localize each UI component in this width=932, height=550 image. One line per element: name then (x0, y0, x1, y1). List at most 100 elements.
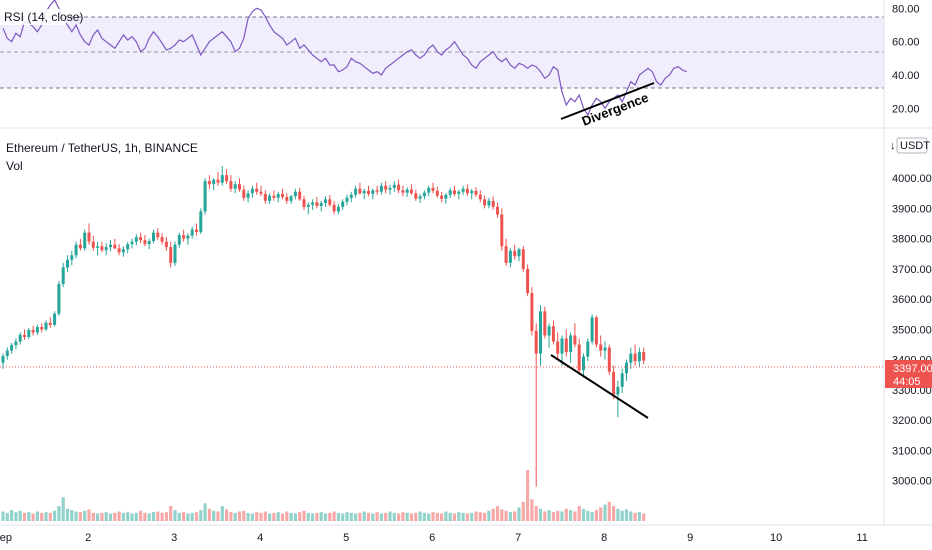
candle-body (203, 181, 207, 212)
candle-body (379, 185, 383, 192)
rsi-tick-label: 60.00 (892, 37, 920, 49)
candle-body (96, 246, 100, 248)
volume-bar (229, 512, 233, 521)
candle-body (599, 344, 603, 351)
time-tick-label: 2 (85, 532, 91, 544)
volume-bar (491, 508, 495, 521)
volume-bar (220, 506, 224, 521)
candle-body (324, 199, 327, 203)
volume-bar (465, 513, 469, 521)
candle-body (328, 199, 332, 205)
candle-body (448, 190, 452, 195)
candle-body (268, 195, 272, 201)
candle-body (453, 190, 456, 194)
volume-bar (422, 512, 426, 521)
candle-body (83, 232, 87, 249)
volume-bar (409, 513, 414, 521)
volume-bar (104, 512, 108, 521)
candle-body (134, 237, 138, 242)
volume-bar (629, 511, 633, 521)
candle-body (629, 353, 633, 363)
volume-bar (255, 512, 259, 521)
candle-body (35, 326, 39, 333)
candle-body (577, 344, 581, 371)
volume-bar (448, 512, 452, 521)
candle-body (40, 326, 44, 330)
volume-bar (259, 512, 263, 521)
volume-bar (332, 511, 336, 521)
candle-body (5, 350, 9, 357)
volume-bar (65, 508, 70, 521)
volume-bar (100, 512, 104, 521)
volume-bar (388, 511, 392, 521)
candle-body (521, 249, 525, 269)
candle-body (66, 259, 69, 268)
candle-body (246, 193, 250, 198)
candle-body (1, 356, 5, 363)
candle-body (435, 190, 439, 196)
candle-body (139, 237, 143, 241)
candle-body (160, 237, 164, 242)
volume-bar (590, 512, 594, 521)
candle-body (27, 330, 31, 337)
candle-body (190, 229, 194, 236)
volume-bar (302, 510, 306, 521)
candle-body (418, 196, 422, 199)
volume-bar (405, 512, 409, 521)
candle-body (491, 200, 495, 207)
time-tick-label: 5 (343, 532, 349, 544)
volume-bar (543, 511, 547, 521)
volume-bar (616, 508, 620, 521)
candle-body (414, 193, 418, 199)
volume-bar (199, 510, 203, 521)
candle-body (336, 206, 340, 212)
volume-bar (599, 507, 603, 521)
candle-body (607, 347, 611, 372)
volume-bar (375, 512, 379, 521)
volume-bar (61, 497, 65, 521)
volume-bar (117, 511, 121, 521)
candle-body (573, 335, 577, 345)
candle-body (70, 255, 74, 260)
candle-body (220, 175, 224, 183)
volume-bar (319, 512, 323, 521)
candle-body (207, 181, 211, 185)
time-tick-label: 3 (171, 532, 177, 544)
volume-bar (538, 508, 543, 521)
volume-bar (263, 511, 267, 521)
volume-bar (306, 512, 310, 521)
candle-body (109, 244, 112, 248)
rsi-line (2, 0, 687, 117)
volume-bar (556, 510, 560, 521)
volume-bar (91, 512, 95, 521)
candle-body (440, 195, 444, 199)
candle-body (392, 184, 396, 188)
candle-body (104, 247, 108, 251)
volume-bar (194, 512, 199, 521)
candle-body (281, 193, 284, 197)
candle-body (289, 196, 293, 201)
volume-bar (242, 510, 246, 521)
candle-body (238, 184, 241, 190)
volume-bar (298, 512, 302, 521)
volume-bar (586, 510, 590, 521)
volume-bar (362, 511, 366, 521)
volume-bar (87, 509, 91, 521)
volume-bar (569, 510, 573, 521)
volume-bar (293, 513, 297, 521)
volume-bar (53, 510, 57, 521)
volume-bar (607, 501, 611, 521)
volume-bar (328, 512, 332, 521)
volume-bar (547, 510, 551, 521)
candle-body (470, 190, 474, 194)
candle-body (349, 194, 353, 198)
candle-body (212, 179, 216, 185)
volume-bar (513, 511, 517, 521)
volume-bar (384, 512, 388, 521)
candle-body (637, 352, 641, 362)
volume-label: Vol (6, 159, 23, 173)
candle-body (57, 284, 61, 314)
time-tick-label: 6 (429, 532, 435, 544)
candle-body (302, 199, 306, 207)
